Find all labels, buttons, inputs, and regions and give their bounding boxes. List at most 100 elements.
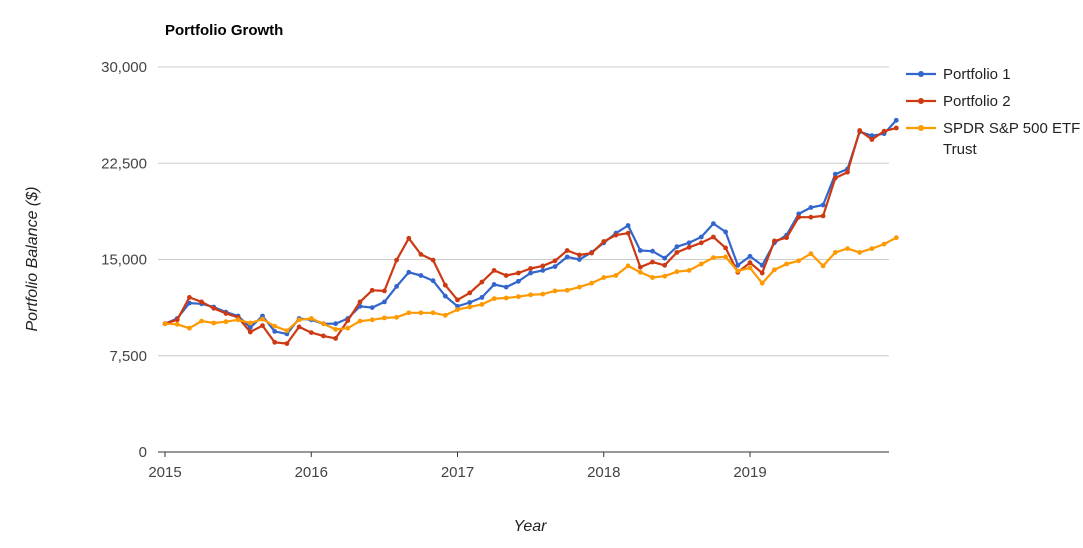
data-point [832,250,838,255]
data-point [686,240,692,246]
data-point [406,235,412,241]
data-point [881,241,887,247]
y-tick-label: 30,000 [101,59,147,76]
data-point [808,251,814,257]
y-tick-label: 22,500 [101,155,147,172]
data-point [162,321,168,327]
data-point [625,223,631,228]
data-point [406,310,412,316]
data-point [369,305,375,310]
y-tick-label: 15,000 [101,252,147,269]
data-point [406,269,412,275]
data-point [662,255,668,261]
data-point [308,330,314,335]
data-point [333,327,338,332]
data-point [869,137,875,142]
data-point [296,324,302,330]
data-point [772,238,777,244]
data-point [637,248,643,253]
data-point [625,230,631,236]
data-point [247,329,253,335]
data-point [662,262,668,268]
data-point [284,328,290,334]
data-point [601,275,607,280]
data-point [247,325,253,330]
data-point [467,304,473,310]
data-point [674,244,680,250]
data-point [857,128,863,133]
data-point [650,259,655,265]
data-point [637,264,643,270]
data-point [321,333,326,339]
data-point [394,257,399,263]
data-point [503,273,509,278]
data-point [869,133,875,139]
data-point [333,336,338,341]
data-point [455,307,460,312]
y-axis-label: Portfolio Balance ($) [24,187,41,332]
data-point [260,323,265,328]
data-point [272,329,278,334]
data-point [442,282,448,288]
data-point [394,284,399,289]
data-point [199,299,205,305]
data-point [308,316,314,321]
x-tick-label: 2019 [733,464,766,481]
data-point [552,288,558,294]
data-point [808,214,814,220]
data-point [820,213,826,219]
data-point [321,321,326,327]
legend-swatch-point [918,71,924,77]
data-point [650,248,655,254]
data-point [491,296,497,301]
legend-label: SPDR S&P 500 ETF [943,120,1080,137]
data-point [223,311,229,316]
data-point [369,287,375,293]
data-point [516,270,521,276]
data-point [686,244,692,250]
data-point [735,262,741,268]
data-point [174,317,180,323]
data-point [418,273,424,278]
data-point [333,321,338,327]
data-point [284,341,290,346]
x-tick-label: 2016 [295,464,328,481]
data-point [382,288,387,294]
data-point [491,282,497,287]
data-point [674,269,680,275]
data-point [784,261,789,267]
data-point [662,273,668,279]
data-point [820,202,826,208]
data-point [564,248,570,253]
y-axis-ticks: 0 7,500 15,000 22,500 30,000 [101,59,147,461]
data-point [881,128,887,134]
y-tick-label: 0 [139,444,147,461]
data-point [845,169,850,175]
data-point [674,250,680,255]
data-point [540,268,546,273]
data-point [479,279,485,285]
chart-title: Portfolio Growth [165,22,283,39]
data-point [613,232,619,238]
data-point [418,252,424,257]
data-point [211,305,217,311]
data-point [711,221,716,227]
data-point [747,253,753,259]
data-point [564,254,570,260]
legend-swatch-point [918,98,924,104]
data-point [345,318,351,323]
data-point [260,316,265,322]
legend-label: Portfolio 2 [943,93,1011,110]
data-point [430,278,436,284]
data-point [772,267,777,273]
data-point [796,214,802,220]
data-point [516,278,521,284]
data-point [296,317,302,323]
data-point [455,303,460,309]
data-point [187,295,192,300]
data-point [698,240,704,246]
x-tick-label: 2018 [587,464,620,481]
data-point [479,302,485,307]
data-point [759,270,765,276]
